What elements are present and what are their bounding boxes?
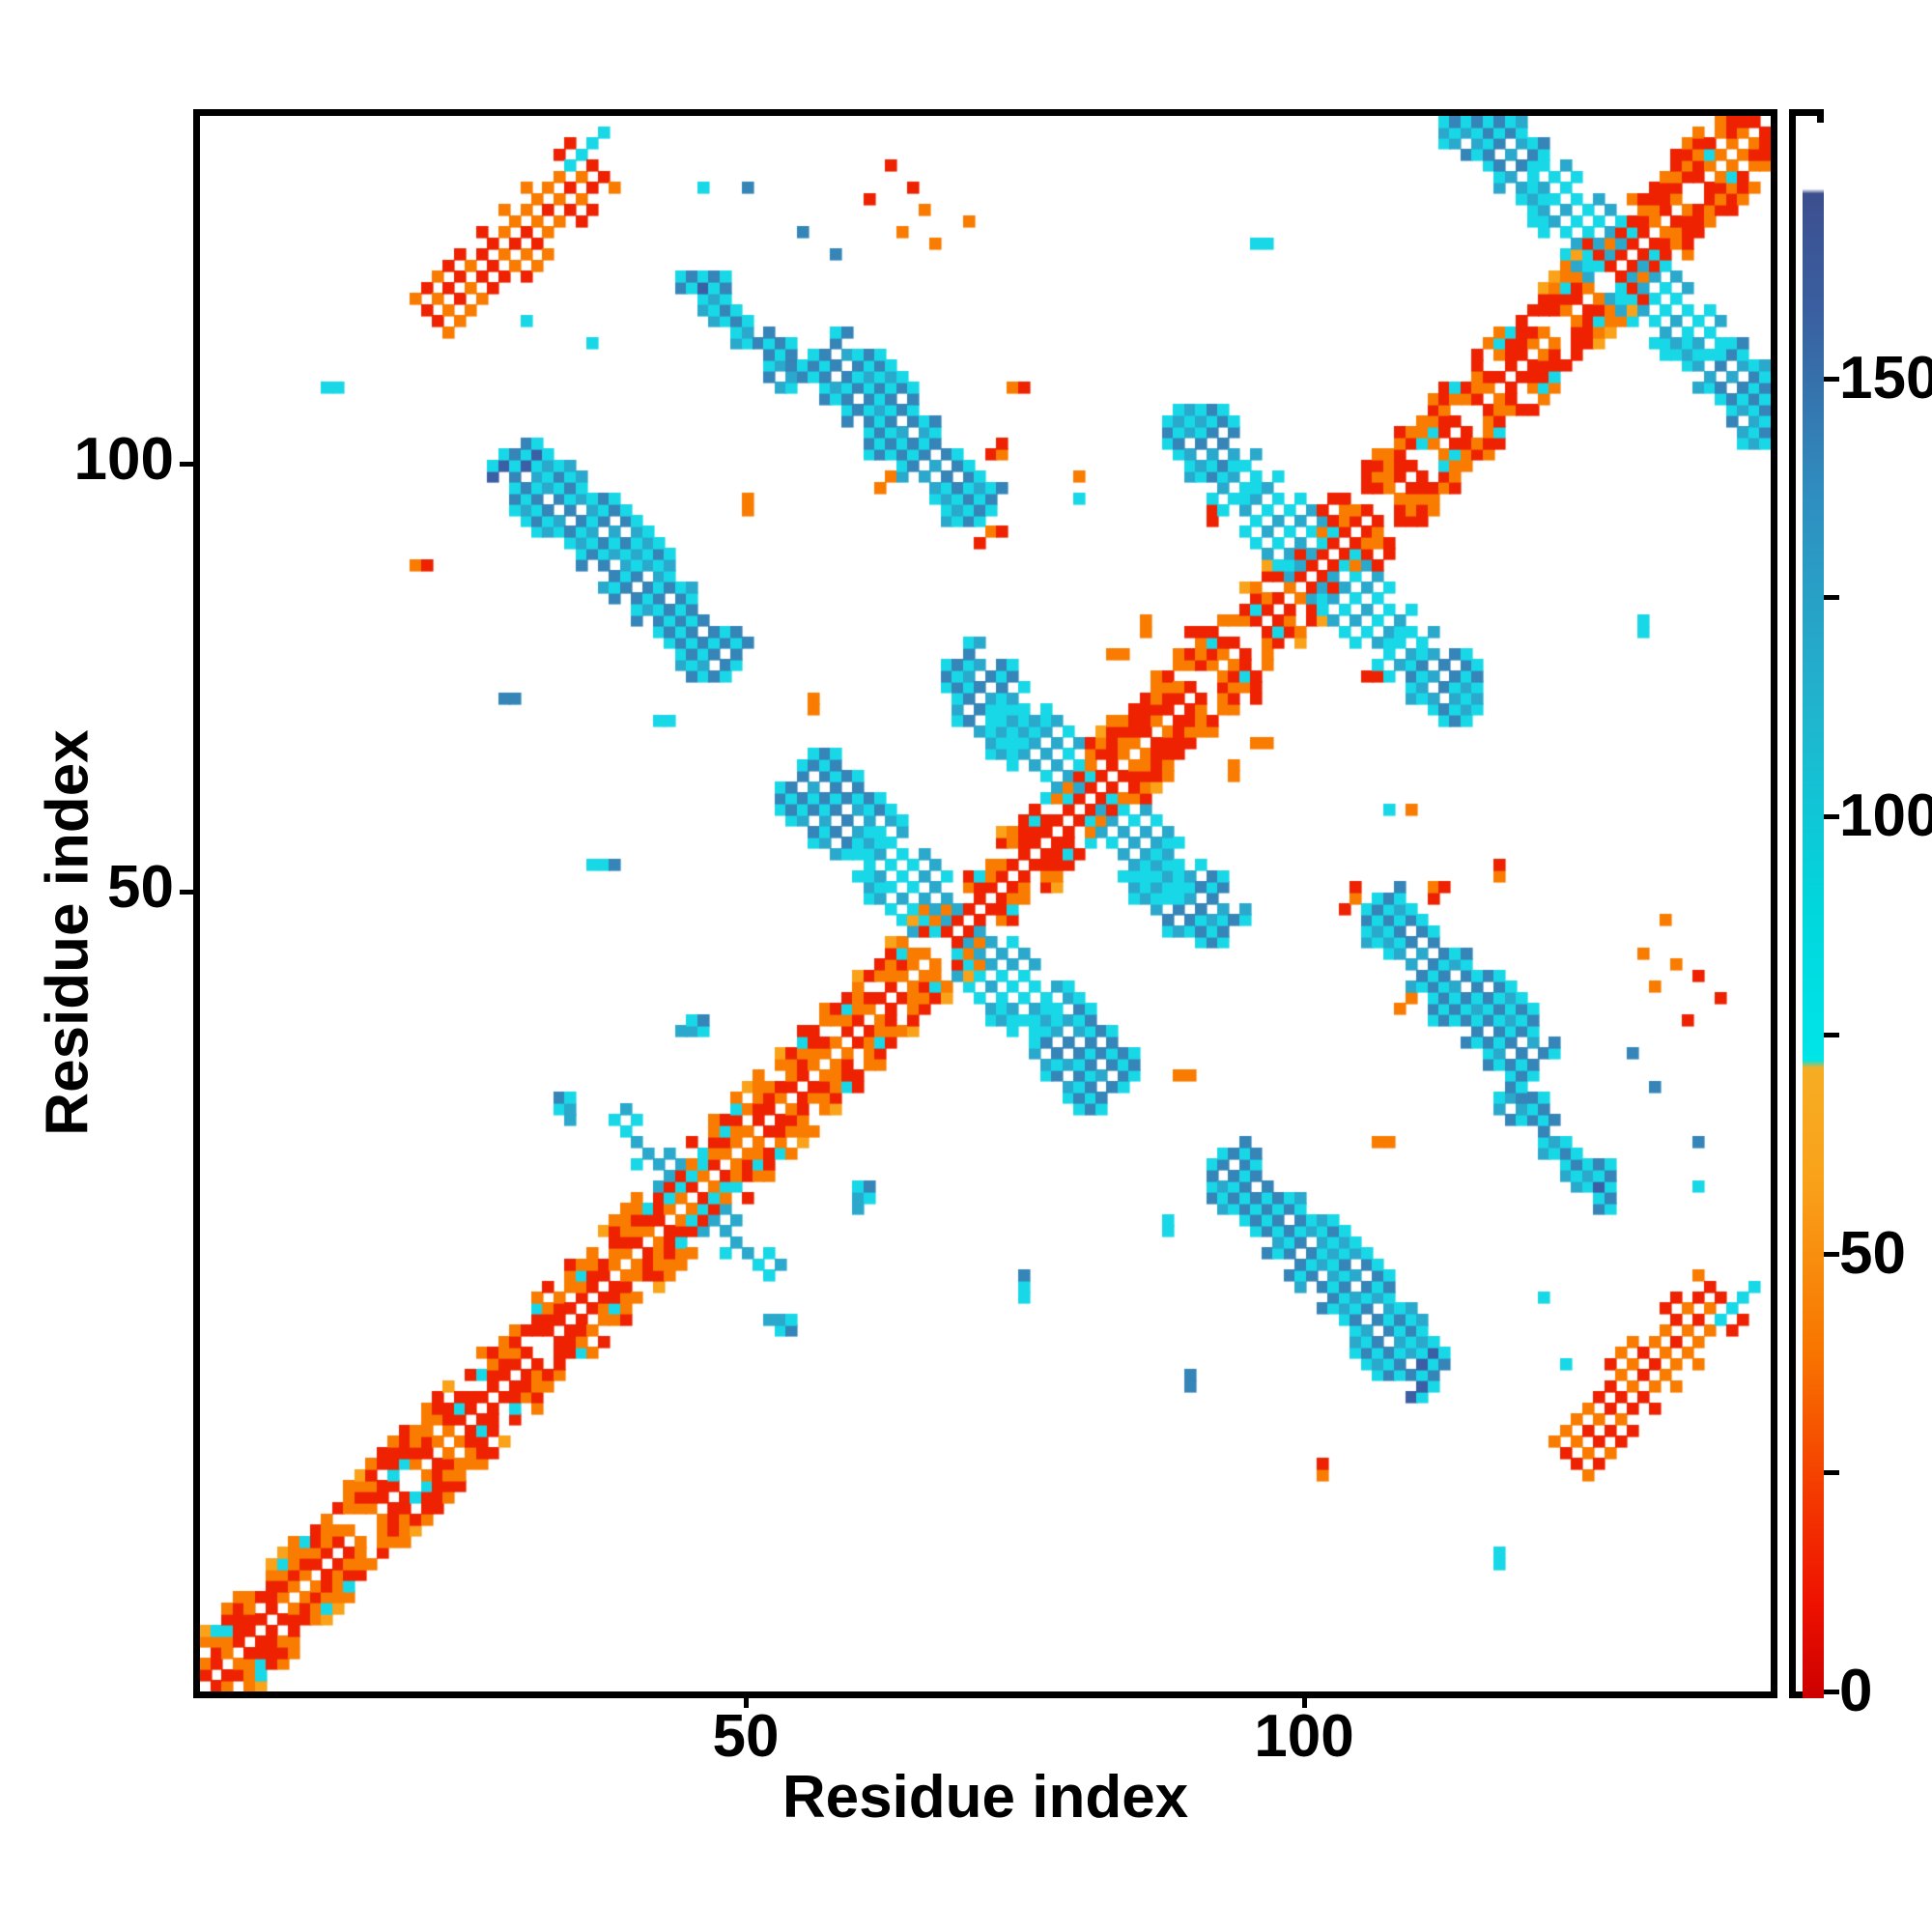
x-tick-mark-100 [1302,1692,1307,1708]
x-tick-label-100: 100 [1254,1703,1354,1770]
colorbar-tick-mark-100 [1824,813,1839,819]
colorbar-gradient [1803,123,1824,1698]
colorbar-tick-label-50: 50 [1839,1219,1906,1287]
y-axis-title: Residue index [34,729,101,1136]
contact-map-canvas[interactable] [200,116,1771,1691]
y-tick-label-100: 100 [73,426,174,493]
colorbar-tick-label-100: 100 [1839,781,1932,849]
colorbar-tick-mark-minor-75 [1824,1033,1839,1038]
colorbar-frame [1789,109,1824,1698]
colorbar-tick-label-150: 150 [1839,344,1932,412]
colorbar-tick-mark-minor-125 [1824,595,1839,601]
contact-map-plot[interactable] [193,109,1777,1698]
x-tick-label-50: 50 [712,1703,780,1770]
x-tick-mark-50 [744,1692,749,1708]
colorbar[interactable]: 150 100 50 0 [1789,109,1932,1724]
colorbar-tick-label-0: 0 [1839,1658,1873,1724]
colorbar-tick-mark-0 [1824,1690,1839,1694]
y-tick-mark-50 [180,890,195,895]
x-axis-title: Residue index [781,1764,1189,1831]
colorbar-tick-mark-minor-25 [1824,1470,1839,1476]
colorbar-tick-mark-150 [1824,376,1839,382]
colorbar-tick-mark-50 [1824,1251,1839,1257]
y-tick-label-50: 50 [107,854,174,921]
y-tick-mark-100 [180,462,195,467]
